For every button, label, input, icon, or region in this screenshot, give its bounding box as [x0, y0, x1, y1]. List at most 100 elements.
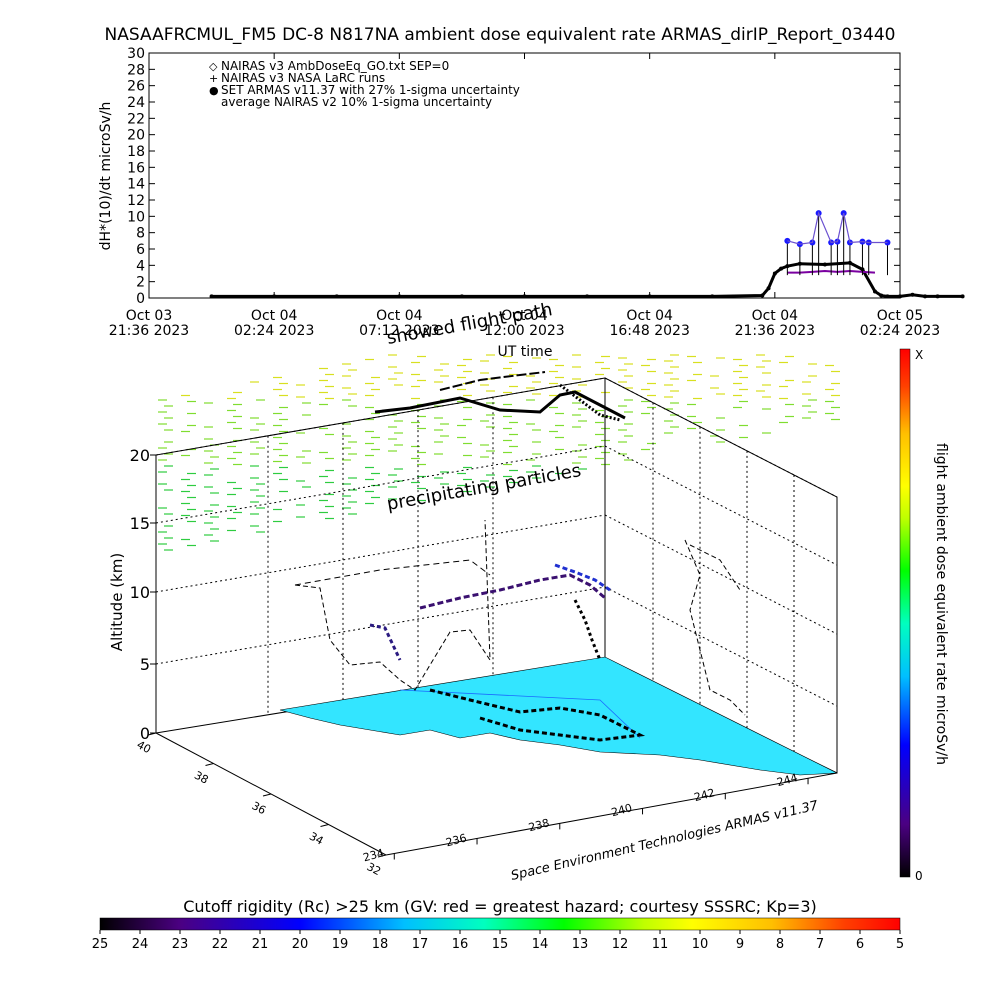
- timeseries-y-tick-label: 16: [127, 160, 145, 176]
- timeseries-x-tick-label-date: Oct 04: [376, 308, 423, 324]
- cutoff-rigidity-tick-label: 5: [896, 937, 904, 952]
- box-grid-right-altitude: [604, 586, 838, 707]
- latitude-tick-label: 36: [250, 799, 268, 817]
- timeseries-legend: ◇ NAIRAS v3 AmbDoseEq_GO.txt SEP=0+ NAIRAS…: [209, 59, 520, 109]
- timeseries-y-tick-label: 4: [136, 258, 145, 274]
- altitude-ticks: 0 5 10 15 20: [130, 446, 156, 743]
- timeseries-legend-label: SET ARMAS v11.37 with 27% 1-sigma uncert…: [221, 83, 520, 97]
- precipitating-particle-field: [158, 354, 840, 551]
- flight-path-top: [374, 390, 626, 420]
- flight-path-mid: [419, 573, 606, 610]
- timeseries-legend-label: NAIRAS v3 NASA LaRC runs: [221, 71, 385, 85]
- series-nairas-point: [766, 286, 771, 291]
- series-nairas-point: [647, 294, 652, 299]
- timeseries-y-tick-label: 24: [127, 95, 145, 111]
- series-nairas-point: [872, 289, 877, 294]
- timeseries-x-tick-label-time: 07:12 2023: [359, 323, 439, 339]
- cutoff-rigidity-tick-label: 8: [776, 937, 784, 952]
- timeseries-x-tick-label-date: Oct 04: [501, 308, 548, 324]
- series-nairas-point: [760, 293, 765, 298]
- cutoff-rigidity-tick-label: 22: [212, 937, 229, 952]
- flight-path-descent: [573, 599, 602, 661]
- timeseries-legend-symbol: ◇: [209, 60, 218, 73]
- timeseries-x-tick-label-date: Oct 04: [251, 308, 298, 324]
- timeseries-legend-symbol: +: [209, 72, 218, 85]
- annotation-showed-flight-path: showed flight path: [385, 299, 554, 349]
- timeseries-x-tick-label-time: 02:24 2023: [860, 323, 940, 339]
- cutoff-rigidity-tick-label: 10: [692, 937, 709, 952]
- flight-path-low-left: [369, 623, 402, 661]
- latitude-tick: [147, 732, 157, 736]
- flight-path-ascent: [559, 383, 621, 422]
- timeseries-x-tick-label-time: 21:36 2023: [735, 323, 815, 339]
- timeseries-y-tick-label: 8: [136, 226, 145, 242]
- series-armas-line: [787, 211, 888, 245]
- series-nairas-line: [211, 261, 963, 298]
- cutoff-rigidity-tick-label: 6: [856, 937, 864, 952]
- terrain-surface: [279, 656, 839, 776]
- box-grid-left-altitude: [155, 445, 606, 524]
- latitude-tick: [320, 824, 329, 827]
- series-nairas-point: [522, 294, 527, 299]
- cutoff-rigidity-tick-label: 7: [816, 937, 824, 952]
- dose-rate-colorbar-title: flight ambient dose equivalent rate micr…: [933, 443, 949, 765]
- series-nairas-point: [710, 294, 715, 299]
- credit-text: Space Environment Technologies ARMAS v11…: [510, 798, 821, 884]
- timeseries-y-tick-label: 30: [127, 46, 145, 62]
- cutoff-rigidity-tick-label: 13: [572, 937, 589, 952]
- annotation-precipitating-particles: precipitating particles: [385, 460, 582, 515]
- cutoff-rigidity-tick-label: 25: [92, 937, 109, 952]
- cutoff-rigidity-tick-label: 17: [412, 937, 429, 952]
- cutoff-rigidity-colorbar: Cutoff rigidity (Rc) >25 km (GV: red = g…: [92, 897, 904, 952]
- latitude-tick-label: 34: [307, 830, 325, 848]
- cutoff-rigidity-title: Cutoff rigidity (Rc) >25 km (GV: red = g…: [183, 897, 817, 916]
- timeseries-y-tick-label: 20: [127, 128, 145, 144]
- timeseries-y-tick-label: 6: [136, 242, 145, 258]
- longitude-tick-label: 242: [693, 786, 717, 804]
- timeseries-x-tick-label-time: 02:24 2023: [234, 323, 314, 339]
- longitude-tick-label: 238: [527, 816, 551, 834]
- timeseries-legend-label: NAIRAS v3 AmbDoseEq_GO.txt SEP=0: [221, 59, 449, 73]
- altitude-tick-label: 10: [130, 583, 150, 602]
- timeseries-x-tick-label-time: 12:00 2023: [484, 323, 564, 339]
- timeseries-x-tick-label-date: Oct 03: [126, 308, 172, 324]
- longitude-tick-label: 240: [610, 801, 634, 819]
- series-nairas-point: [397, 294, 402, 299]
- cutoff-rigidity-tick-label: 18: [372, 937, 389, 952]
- flight-path-mid-right: [554, 563, 611, 592]
- longitude-tick-label: 234: [362, 846, 386, 864]
- series-nairas-point: [459, 294, 464, 299]
- series-nairas-point: [772, 271, 777, 276]
- altitude-tick-label: 20: [130, 446, 150, 465]
- curtain-trace-top: [294, 559, 491, 586]
- timeseries-x-tick-label-date: Oct 05: [877, 308, 923, 324]
- curtain-trace-right-top: [689, 544, 741, 591]
- cutoff-rigidity-tick-label: 21: [252, 937, 269, 952]
- timeseries-y-tick-label: 22: [127, 111, 145, 127]
- cutoff-rigidity-tick-label: 14: [532, 937, 549, 952]
- series-nairas-point: [923, 294, 928, 299]
- flight-path-3d: showed flight path precipitating particl…: [108, 299, 840, 884]
- longitude-tick-label: 244: [775, 771, 799, 789]
- timeseries-y-tick-label: 12: [127, 193, 145, 209]
- latitude-tick: [262, 793, 272, 797]
- series-nairas-point: [935, 294, 940, 299]
- timeseries-y-tick-label: 26: [127, 79, 145, 95]
- dose-rate-colorbar-fill: [899, 348, 911, 878]
- timeseries-y-tick-label: 2: [136, 275, 145, 291]
- longitude-tick-label: 236: [444, 831, 468, 849]
- latitude-tick-label: 32: [365, 860, 383, 878]
- box-grid-left-altitude: [155, 586, 606, 665]
- series-nairas-point: [209, 294, 214, 299]
- altitude-tick-label: 0: [140, 724, 150, 743]
- latitude-tick: [377, 854, 387, 858]
- series-nairas-point: [885, 294, 890, 299]
- series-nairas-point: [779, 266, 784, 271]
- series-nairas-point: [960, 294, 965, 299]
- series-nairas-point: [585, 294, 590, 299]
- dose-rate-colorbar: X 0 flight ambient dose equivalent rate …: [899, 348, 949, 883]
- curtain-trace-right: [684, 539, 746, 716]
- latitude-tick-label: 40: [135, 738, 153, 756]
